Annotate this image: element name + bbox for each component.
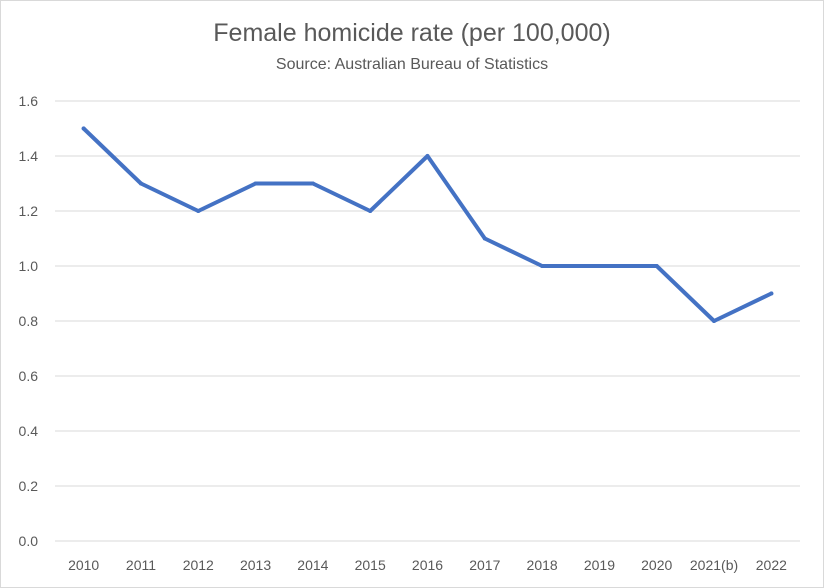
data-point [138, 181, 143, 186]
x-tick-label: 2011 [126, 557, 156, 573]
data-point [769, 291, 774, 296]
data-point [540, 264, 545, 268]
chart-title: Female homicide rate (per 100,000) [213, 19, 611, 47]
x-tick-label: 2010 [68, 557, 99, 573]
data-point [368, 209, 373, 213]
x-tick-label: 2017 [469, 557, 500, 573]
y-tick-label: 0.8 [19, 313, 39, 329]
x-tick-label: 2014 [297, 557, 328, 573]
x-tick-label: 2015 [355, 557, 386, 573]
x-tick-label: 2018 [527, 557, 558, 573]
y-tick-label: 0.4 [19, 423, 39, 439]
y-tick-label: 1.2 [19, 203, 39, 219]
x-tick-label: 2012 [183, 557, 214, 573]
x-tick-label: 2013 [240, 557, 271, 573]
y-tick-label: 1.0 [19, 258, 39, 274]
data-point [597, 264, 602, 268]
chart-subtitle: Source: Australian Bureau of Statistics [275, 56, 549, 73]
gridlines [55, 100, 800, 542]
data-point [482, 236, 487, 241]
y-axis-ticks: 0.0 0.2 0.4 0.6 0.8 1.0 1.2 1.4 1.6 [19, 93, 39, 549]
x-tick-label: 2021(b) [690, 557, 738, 573]
x-axis-ticks: 2010 2011 2012 2013 2014 2015 2016 2017 2018 2019… [68, 557, 787, 573]
data-point [310, 181, 315, 186]
data-point [654, 264, 659, 268]
y-tick-label: 1.4 [19, 148, 39, 164]
data-point [712, 319, 717, 323]
y-tick-label: 1.6 [19, 93, 39, 109]
y-tick-label: 0.0 [19, 533, 39, 549]
x-tick-label: 2016 [412, 557, 443, 573]
x-tick-label: 2019 [584, 557, 615, 573]
data-point [81, 126, 86, 131]
x-tick-label: 2020 [641, 557, 672, 573]
series-layer [81, 126, 774, 323]
y-tick-label: 0.2 [19, 478, 39, 494]
x-tick-label: 2022 [756, 557, 787, 573]
y-tick-label: 0.6 [19, 368, 39, 384]
data-point [196, 209, 201, 213]
data-point [253, 181, 258, 186]
data-point [425, 154, 430, 158]
